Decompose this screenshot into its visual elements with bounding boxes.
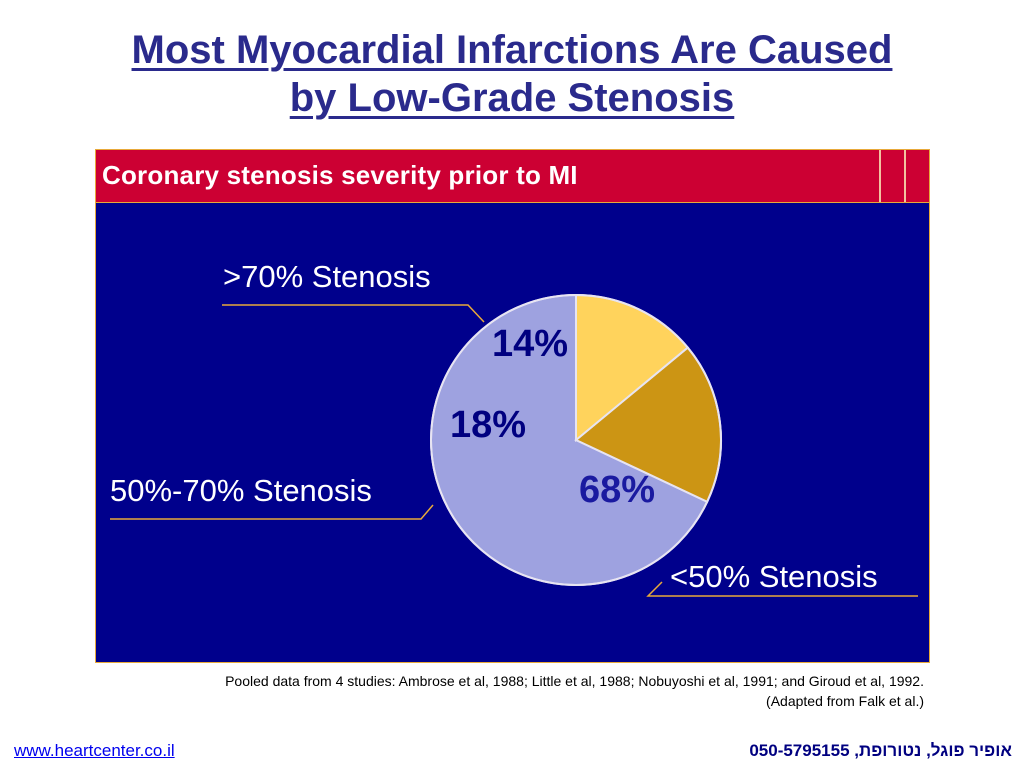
chart-title: Coronary stenosis severity prior to MI <box>102 160 578 190</box>
slice-category-label: <50% Stenosis <box>670 559 878 594</box>
chart-banner: Coronary stenosis severity prior to MI <box>96 150 929 203</box>
slice-category-label: 50%-70% Stenosis <box>110 473 372 508</box>
pie-chart: 68% <50% Stenosis 18% 50%-70% Stenosis 14% >7… <box>110 259 918 597</box>
slice-value-label: 68% <box>579 469 655 511</box>
slice-category-label: >70% Stenosis <box>223 259 431 294</box>
title-line-1: Most Myocardial Infarctions Are Caused <box>131 28 893 72</box>
banner-stripe <box>904 150 906 202</box>
leader-line <box>646 581 918 597</box>
chart-figure: Coronary stenosis severity prior to MI 6… <box>95 149 930 663</box>
adapted-caption: (Adapted from Falk et al.) <box>766 693 924 709</box>
title-line-2: by Low-Grade Stenosis <box>289 76 735 120</box>
page-title: Most Myocardial Infarctions Are Caused b… <box>0 26 1024 122</box>
slice-value-label: 14% <box>492 323 568 365</box>
pie-outline <box>430 294 722 586</box>
website-link[interactable]: www.heartcenter.co.il <box>14 741 175 760</box>
banner-stripe <box>879 150 881 202</box>
source-caption: Pooled data from 4 studies: Ambrose et a… <box>225 673 924 689</box>
leader-line <box>110 504 434 520</box>
slice-value-label: 18% <box>450 404 526 446</box>
leader-line <box>222 304 485 323</box>
contact-info: אופיר פוגל, נטורופת, 050-5795155 <box>749 741 1012 760</box>
